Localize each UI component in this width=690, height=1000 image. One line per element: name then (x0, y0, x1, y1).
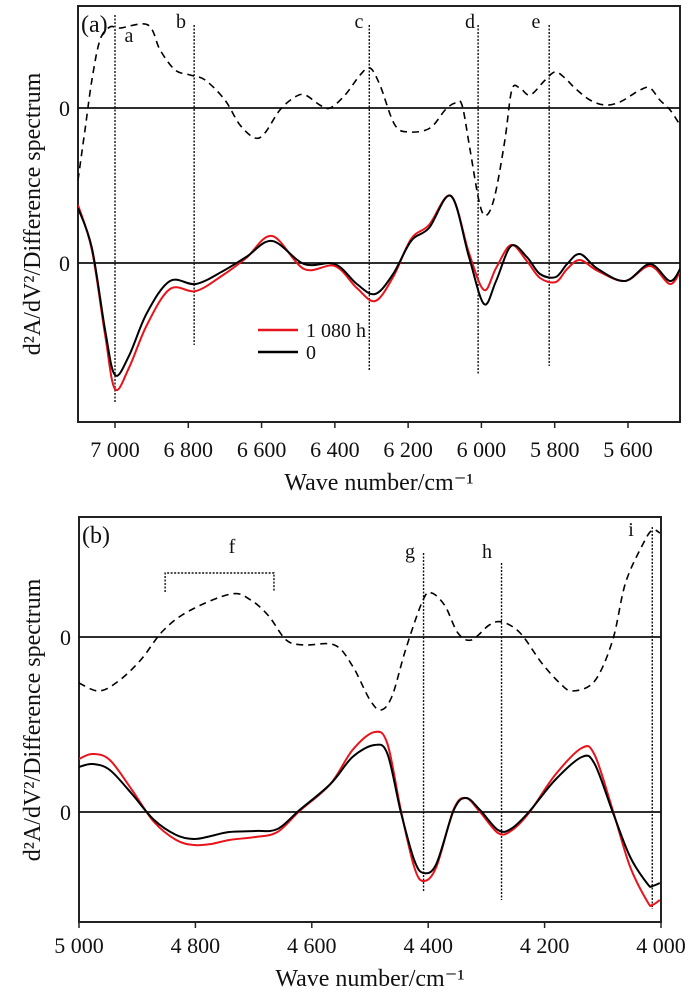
x-tick-label: 5 600 (603, 437, 653, 462)
marker-label-b: b (176, 11, 186, 33)
plot-frame (77, 5, 681, 423)
y-zero-label: 0 (59, 251, 70, 276)
panel-b: 0 0 5 000 4 800 4 600 4 400 4 200 4 000 Wave num… (20, 516, 686, 992)
series-difference-line (78, 23, 680, 217)
series-1080h-line (79, 730, 661, 907)
y-axis-title: d²A/dV²/Difference spectrum (20, 578, 46, 861)
x-tick-label: 4 600 (287, 933, 337, 958)
legend: 1 080 h0 (258, 320, 366, 364)
plot-frame (78, 516, 662, 923)
x-tick-label: 6 800 (164, 437, 214, 462)
marker-label-d: d (465, 11, 475, 33)
y-zero-label: 0 (59, 96, 70, 121)
x-axis-title: Wave number/cm⁻¹ (275, 966, 464, 992)
panel-label: (a) (81, 12, 108, 38)
marker-label-h: h (482, 541, 492, 563)
marker-label-a: a (125, 25, 134, 47)
panel-label: (b) (82, 523, 110, 549)
legend-label: 1 080 h (306, 320, 366, 342)
series-difference-line (79, 528, 661, 711)
legend-label: 0 (306, 342, 316, 364)
y-zero-label: 0 (60, 625, 71, 650)
series-0h-line (79, 743, 661, 888)
marker-label-g: g (405, 541, 415, 563)
x-tick-label: 6 000 (457, 437, 507, 462)
x-tick-label: 4 200 (520, 933, 570, 958)
marker-label-c: c (355, 11, 364, 33)
panel-a: 0 0 7 000 6 800 6 600 6 400 6 200 6 000 5 800 5 6… (20, 5, 681, 496)
y-axis-title: d²A/dV²/Difference spectrum (20, 72, 46, 355)
x-tick-label: 6 600 (237, 437, 287, 462)
bracket-label-f: f (229, 536, 236, 558)
x-tick-label: 4 400 (403, 933, 453, 958)
x-axis-title: Wave number/cm⁻¹ (284, 470, 473, 496)
x-tick-label: 6 200 (383, 437, 433, 462)
marker-label-e: e (532, 11, 541, 33)
y-zero-label: 0 (60, 800, 71, 825)
series-0h-line (78, 194, 680, 377)
x-tick-label: 6 400 (310, 437, 360, 462)
x-tick-label: 7 000 (90, 437, 140, 462)
x-tick-label: 4 800 (171, 933, 221, 958)
x-tick-label: 4 000 (636, 933, 686, 958)
series-1080h-line (78, 194, 680, 392)
bracket-f (164, 572, 275, 592)
x-tick-label: 5 800 (530, 437, 580, 462)
x-tick-label: 5 000 (54, 933, 104, 958)
marker-label-i: i (628, 519, 634, 541)
